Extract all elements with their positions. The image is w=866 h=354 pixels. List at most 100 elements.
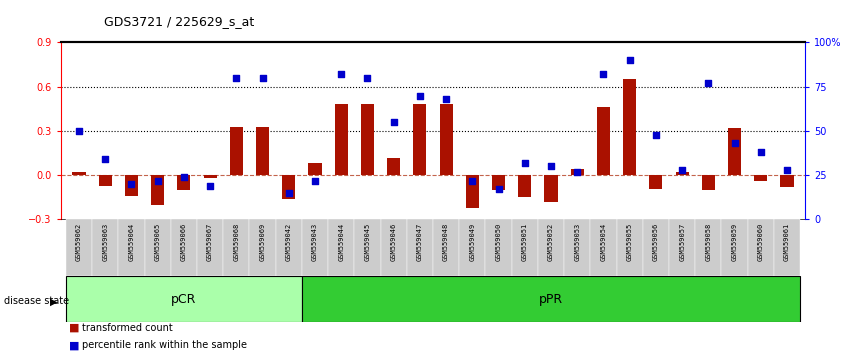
Bar	[308, 164, 321, 175]
Point	[754, 149, 768, 155]
Point	[701, 80, 715, 86]
Point	[727, 141, 741, 146]
Bar	[99, 175, 112, 185]
Bar	[249, 219, 275, 276]
Bar	[440, 104, 453, 175]
Bar	[433, 219, 459, 276]
Point	[204, 183, 217, 189]
Bar	[92, 219, 119, 276]
Point	[125, 181, 139, 187]
Bar	[151, 175, 165, 205]
Text: GSM559063: GSM559063	[102, 222, 108, 261]
Text: transformed count: transformed count	[82, 323, 173, 333]
Bar	[512, 219, 538, 276]
Text: GSM559052: GSM559052	[548, 222, 554, 261]
Bar	[223, 219, 249, 276]
Bar	[675, 172, 688, 175]
Text: GSM559061: GSM559061	[784, 222, 790, 261]
Bar	[334, 104, 348, 175]
Point	[465, 178, 479, 183]
Bar	[747, 219, 774, 276]
Text: GSM559055: GSM559055	[627, 222, 633, 261]
Text: GSM559049: GSM559049	[469, 222, 475, 261]
Bar	[728, 128, 741, 175]
Bar	[282, 175, 295, 199]
Text: GSM559047: GSM559047	[417, 222, 423, 261]
Bar	[171, 219, 197, 276]
Point	[492, 187, 506, 192]
Bar	[591, 219, 617, 276]
Text: pPR: pPR	[539, 293, 563, 306]
Bar	[545, 175, 558, 202]
Point	[281, 190, 295, 196]
Bar	[66, 276, 302, 322]
Text: GSM559067: GSM559067	[207, 222, 213, 261]
Bar	[197, 219, 223, 276]
Bar	[328, 219, 354, 276]
Bar	[380, 219, 407, 276]
Bar	[538, 219, 564, 276]
Text: GSM559058: GSM559058	[705, 222, 711, 261]
Bar	[721, 219, 747, 276]
Text: GSM559050: GSM559050	[495, 222, 501, 261]
Text: ■: ■	[69, 341, 80, 350]
Bar	[361, 104, 374, 175]
Bar	[229, 127, 242, 175]
Point	[623, 57, 637, 63]
Text: GSM559057: GSM559057	[679, 222, 685, 261]
Text: GSM559042: GSM559042	[286, 222, 292, 261]
Bar	[119, 219, 145, 276]
Point	[360, 75, 374, 81]
Point	[387, 119, 401, 125]
Point	[229, 75, 243, 81]
Bar	[780, 175, 793, 187]
Text: GSM559068: GSM559068	[233, 222, 239, 261]
Bar	[624, 79, 637, 175]
Point	[308, 178, 322, 183]
Bar	[354, 219, 380, 276]
Text: GSM559043: GSM559043	[312, 222, 318, 261]
Bar	[145, 219, 171, 276]
Point	[571, 169, 585, 175]
Point	[439, 96, 453, 102]
Point	[334, 72, 348, 77]
Bar	[617, 219, 643, 276]
Text: GSM559056: GSM559056	[653, 222, 659, 261]
Point	[72, 128, 86, 134]
Text: pCR: pCR	[171, 293, 197, 306]
Bar	[597, 107, 610, 175]
Point	[544, 164, 558, 169]
Point	[98, 156, 112, 162]
Bar	[407, 219, 433, 276]
Point	[413, 93, 427, 98]
Point	[675, 167, 689, 173]
Text: GSM559060: GSM559060	[758, 222, 764, 261]
Bar	[459, 219, 486, 276]
Point	[255, 75, 269, 81]
Bar	[486, 219, 512, 276]
Text: GSM559053: GSM559053	[574, 222, 580, 261]
Bar	[650, 175, 662, 188]
Point	[780, 167, 794, 173]
Point	[597, 72, 611, 77]
Bar	[701, 175, 715, 190]
Bar	[571, 169, 584, 175]
Bar	[178, 175, 191, 190]
Bar	[302, 219, 328, 276]
Text: GSM559051: GSM559051	[522, 222, 527, 261]
Bar	[564, 219, 591, 276]
Bar	[643, 219, 669, 276]
Text: GSM559054: GSM559054	[600, 222, 606, 261]
Text: percentile rank within the sample: percentile rank within the sample	[82, 341, 248, 350]
Bar	[66, 219, 92, 276]
Bar	[275, 219, 302, 276]
Text: GSM559065: GSM559065	[155, 222, 161, 261]
Point	[649, 132, 662, 137]
Bar	[754, 175, 767, 181]
Text: ▶: ▶	[50, 296, 58, 307]
Point	[177, 174, 191, 180]
Text: ■: ■	[69, 323, 80, 333]
Text: disease state: disease state	[4, 296, 69, 307]
Bar	[204, 175, 216, 178]
Bar	[413, 104, 426, 175]
